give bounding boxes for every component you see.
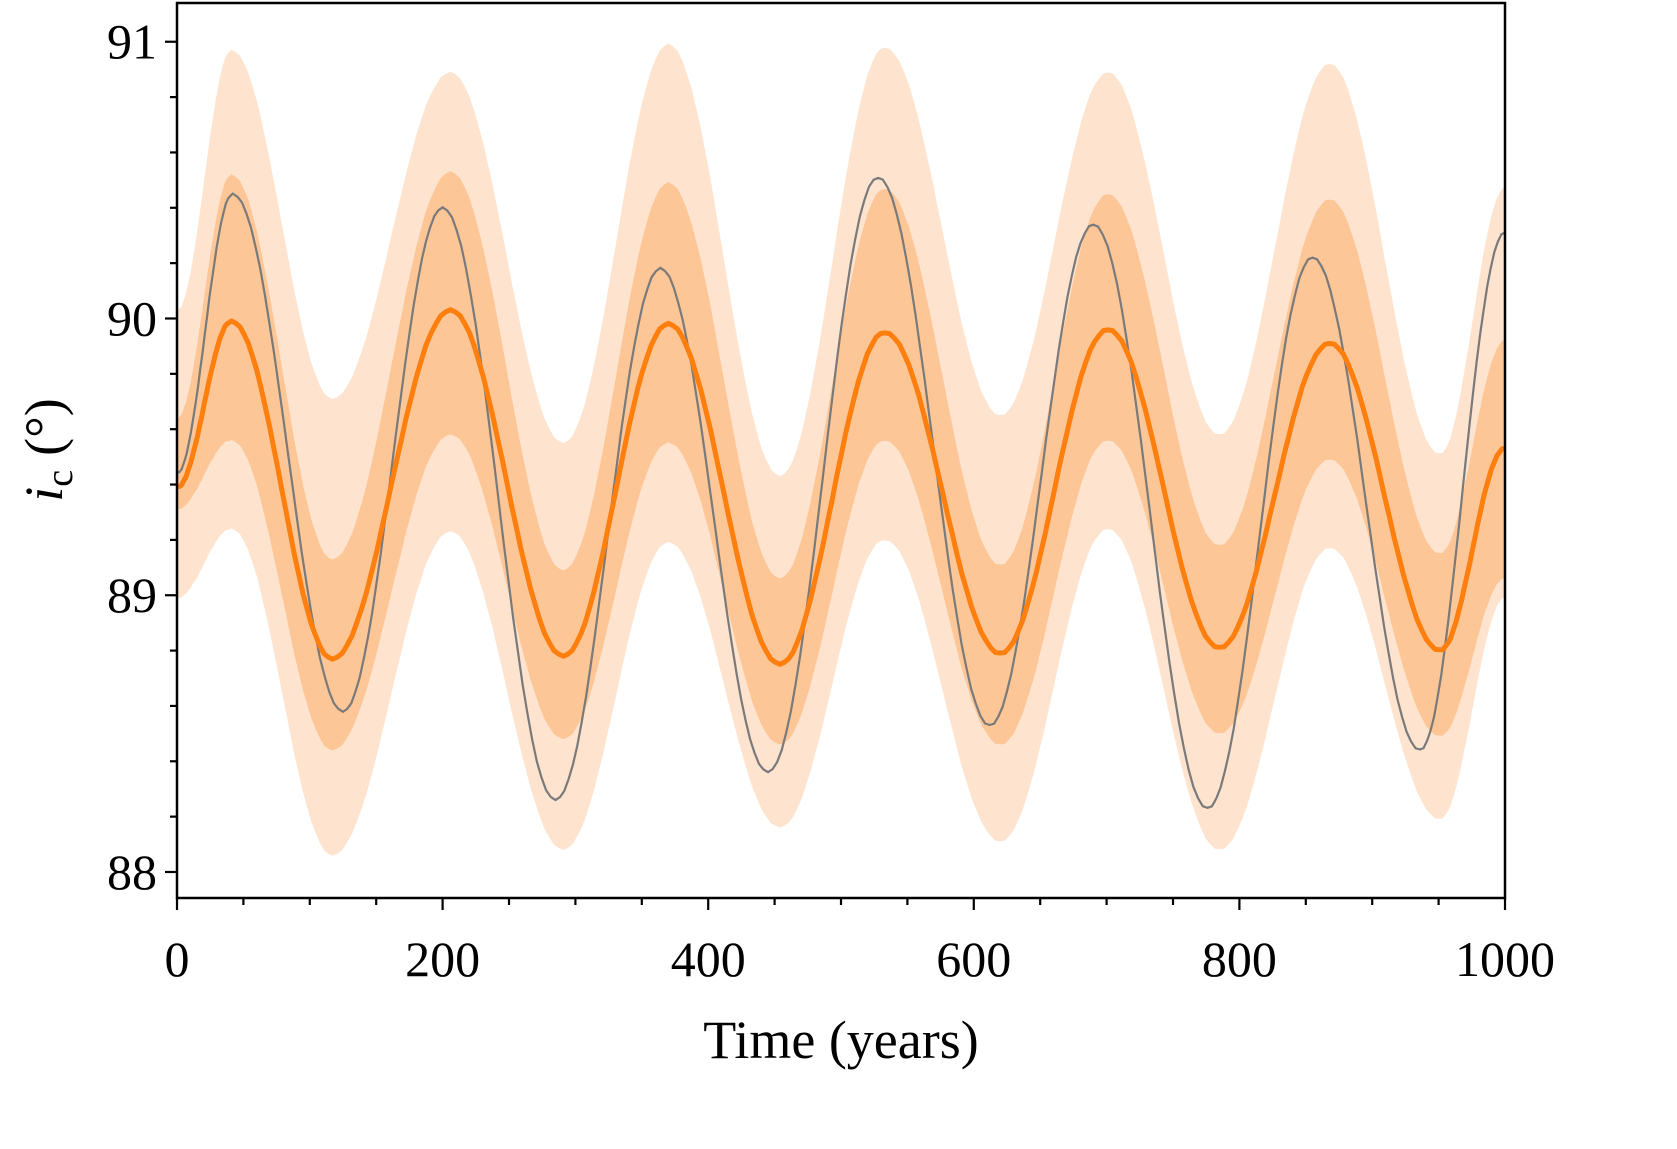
axis-ticks xyxy=(165,40,1507,910)
y-tick-label: 89 xyxy=(107,567,157,623)
x-tick-label: 200 xyxy=(405,931,480,987)
x-tick-label: 800 xyxy=(1202,931,1277,987)
x-tick-label: 600 xyxy=(936,931,1011,987)
plot-area xyxy=(177,43,1505,856)
y-axis-label: ic (°) xyxy=(14,398,81,501)
y-tick-label: 90 xyxy=(107,290,157,346)
y-tick-label: 91 xyxy=(107,14,157,70)
x-tick-label: 0 xyxy=(165,931,190,987)
reference-line xyxy=(177,176,1505,809)
y-tick-label: 88 xyxy=(107,844,157,900)
y-axis-subscript: c xyxy=(39,470,81,487)
median-line xyxy=(177,307,1505,667)
x-axis-label: Time (years) xyxy=(703,1010,978,1070)
y-axis-symbol: i xyxy=(14,487,74,502)
x-tick-label: 400 xyxy=(671,931,746,987)
tick-labels: 0 200 400 600 800 1000 88 89 90 91 xyxy=(107,14,1555,987)
y-axis-unit: (°) xyxy=(14,398,74,456)
x-tick-label: 1000 xyxy=(1455,931,1555,987)
